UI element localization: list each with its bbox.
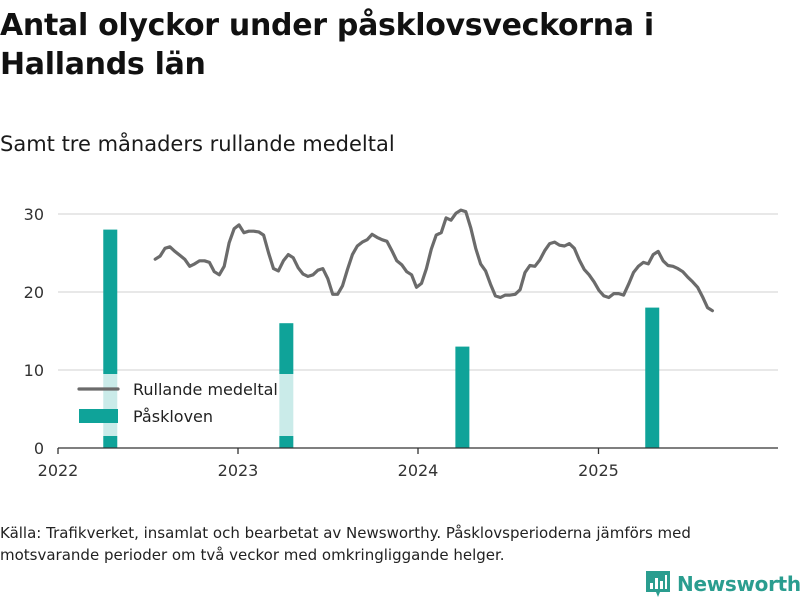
legend-background xyxy=(70,374,302,436)
chart-title: Antal olyckor under påsklovsveckorna i H… xyxy=(0,8,654,82)
legend-label: Påskloven xyxy=(133,407,213,426)
legend-label: Rullande medeltal xyxy=(133,380,278,399)
y-tick-label: 0 xyxy=(34,439,44,458)
chart-area: 0 10 20 30 2022 2023 2024 2025 Rullande medelt… xyxy=(24,205,778,480)
brand-name: Newsworthy xyxy=(677,572,800,596)
y-tick-label: 20 xyxy=(24,283,44,302)
x-tick-label: 2023 xyxy=(218,461,259,480)
bar-chart-logo-icon xyxy=(646,571,670,597)
bar xyxy=(645,307,660,448)
rolling-average-line xyxy=(153,208,714,313)
y-tick-labels: 0 10 20 30 xyxy=(24,205,44,458)
legend-bar-swatch xyxy=(79,409,118,423)
brand[interactable]: Newsworthy xyxy=(645,568,800,600)
x-tick-label: 2022 xyxy=(38,461,79,480)
x-tick-label: 2025 xyxy=(578,461,619,480)
bar xyxy=(455,346,470,448)
y-tick-label: 10 xyxy=(24,361,44,380)
chart-subtitle: Samt tre månaders rullande medeltal xyxy=(0,132,395,156)
source-note: Källa: Trafikverket, insamlat och bearbe… xyxy=(0,524,691,564)
y-tick-label: 30 xyxy=(24,205,44,224)
x-tick-label: 2024 xyxy=(398,461,439,480)
x-ticks: 2022 2023 2024 2025 xyxy=(38,448,619,480)
legend: Rullande medeltal Påskloven xyxy=(70,374,302,436)
grid-lines xyxy=(58,213,778,371)
